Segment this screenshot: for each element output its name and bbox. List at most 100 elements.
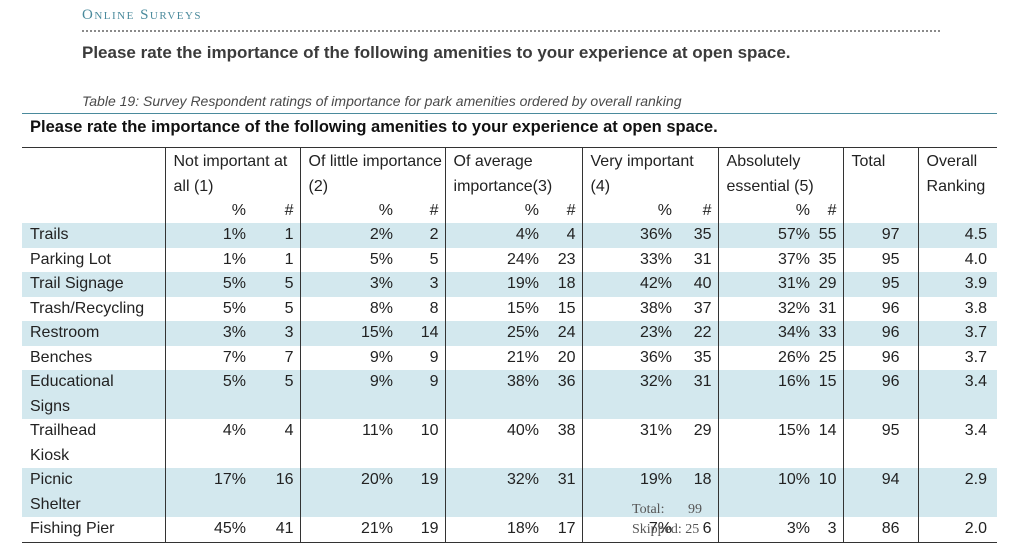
total-label: Total: (632, 502, 665, 517)
amenity-name: Trailhead Kiosk (30, 422, 97, 464)
overall-ranking: 4.5 (917, 223, 998, 248)
pct-average: 21% (444, 345, 544, 370)
pct-header: % (581, 199, 677, 223)
table-title: Please rate the importance of the follow… (30, 118, 718, 136)
amenity-name: Benches (30, 348, 93, 366)
pct-average: 15% (444, 296, 544, 321)
count-essential: 55 (814, 223, 844, 248)
row-total: 97 (842, 223, 919, 248)
pct-essential: 34% (717, 321, 815, 346)
pct-not-important: 5% (164, 296, 250, 321)
count-header: # (702, 202, 712, 219)
pct-little: 15% (299, 321, 397, 346)
pct-average: 38% (444, 370, 544, 419)
count-essential: 29 (814, 272, 844, 297)
count-essential: 14 (818, 422, 837, 439)
amenity-name: Parking Lot (30, 250, 111, 268)
count-very: 31 (693, 250, 712, 268)
pct-essential: 31% (717, 272, 815, 297)
count-header: # (284, 202, 294, 219)
pct-not-important: 1% (164, 223, 250, 248)
table-row: Trails 1% 1 2% 2 4% 4 36% 35 57% 55 97 4.5 (22, 223, 998, 248)
dotted-divider (82, 30, 940, 32)
count-very: 31 (676, 370, 719, 419)
pct-little: 11% (299, 419, 397, 468)
row-total: 95 (842, 419, 919, 468)
count-not-important: 5 (284, 299, 294, 317)
section-label: Online Surveys (82, 7, 203, 23)
count-average: 31 (543, 468, 583, 517)
table-row: Parking Lot 1% 1 5% 5 24% 23 33% 31 37% 35 95 4.0 (22, 247, 998, 272)
pct-very: 19% (581, 468, 677, 517)
count-average: 38 (557, 422, 576, 439)
pct-not-important: 5% (164, 370, 250, 419)
pct-average: 19% (444, 272, 544, 297)
pct-very: 23% (581, 321, 677, 346)
overall-ranking: 3.4 (917, 419, 998, 468)
pct-little: 2% (299, 223, 397, 248)
count-little: 19 (397, 517, 446, 543)
table-row: Restroom 3% 3 15% 14 25% 24 23% 22 34% 33 96 3.7 (22, 321, 998, 346)
table-row: Trail Signage 5% 5 3% 3 19% 18 42% 40 31% 29 95 3.9 (22, 272, 998, 297)
table-caption: Table 19: Survey Respondent ratings of i… (82, 93, 682, 109)
sub-header-blank (842, 199, 919, 223)
ratings-table: Not important at all (1) Of little impor… (22, 147, 998, 543)
pct-average: 32% (444, 468, 544, 517)
count-very: 40 (676, 272, 719, 297)
count-average: 17 (543, 517, 583, 543)
count-little: 9 (429, 348, 439, 366)
row-total: 96 (842, 321, 919, 346)
col-header-total: Total (842, 147, 919, 199)
caption-divider (22, 113, 997, 114)
overall-ranking: 2.9 (917, 468, 998, 517)
count-essential: 31 (818, 299, 837, 317)
pct-average: 40% (444, 419, 544, 468)
table-body: Trails 1% 1 2% 2 4% 4 36% 35 57% 55 97 4.5 Parking Lo… (22, 223, 998, 543)
pct-header: % (444, 199, 544, 223)
count-very: 29 (693, 422, 712, 439)
count-not-important: 1 (250, 223, 300, 248)
amenity-name: Fishing Pier (22, 517, 165, 543)
row-total: 95 (842, 247, 919, 272)
count-essential: 10 (814, 468, 844, 517)
count-very: 18 (676, 468, 719, 517)
amenity-name: Educational Signs (22, 370, 165, 419)
pct-very: 36% (581, 223, 677, 248)
amenity-header (22, 148, 165, 200)
count-very: 6 (676, 517, 719, 543)
count-average: 20 (557, 348, 576, 366)
count-not-important: 16 (250, 468, 300, 517)
page-question: Please rate the importance of the follow… (82, 43, 791, 62)
count-little: 2 (397, 223, 446, 248)
col-header-average: Of average importance(3) (444, 147, 583, 199)
count-not-important: 41 (250, 517, 300, 543)
count-essential: 25 (818, 348, 837, 366)
table-row: Trailhead Kiosk 4% 4 11% 10 40% 38 31% 29 15% 14 95… (22, 419, 998, 468)
pct-very: 32% (581, 370, 677, 419)
pct-very: 7% (581, 517, 677, 543)
count-essential: 35 (818, 250, 837, 268)
count-little: 19 (397, 468, 446, 517)
pct-very: 38% (581, 296, 677, 321)
table-row: Benches 7% 7 9% 9 21% 20 36% 35 26% 25 96 3.7 (22, 345, 998, 370)
pct-essential: 37% (717, 247, 815, 272)
skipped-count: Skipped: 25 (632, 522, 700, 537)
amenity-name: Trails (22, 223, 165, 248)
amenity-name: Restroom (22, 321, 165, 346)
col-header-little: Of little importance (2) (299, 147, 446, 199)
count-average: 36 (543, 370, 583, 419)
table-row: Fishing Pier 45% 41 21% 19 18% 17 7% 6 3% 3 86 2.0 (22, 517, 998, 543)
row-total: 96 (842, 296, 919, 321)
pct-essential: 10% (717, 468, 815, 517)
count-very: 22 (676, 321, 719, 346)
count-essential: 15 (814, 370, 844, 419)
pct-essential: 3% (717, 517, 815, 543)
pct-essential: 16% (717, 370, 815, 419)
column-header-row: Not important at all (1) Of little impor… (22, 147, 998, 200)
count-essential: 33 (814, 321, 844, 346)
pct-essential: 15% (717, 419, 815, 468)
amenity-name: Picnic Shelter (22, 468, 165, 517)
count-not-important: 1 (284, 250, 294, 268)
total-value: 99 (688, 502, 702, 517)
pct-very: 31% (581, 419, 677, 468)
